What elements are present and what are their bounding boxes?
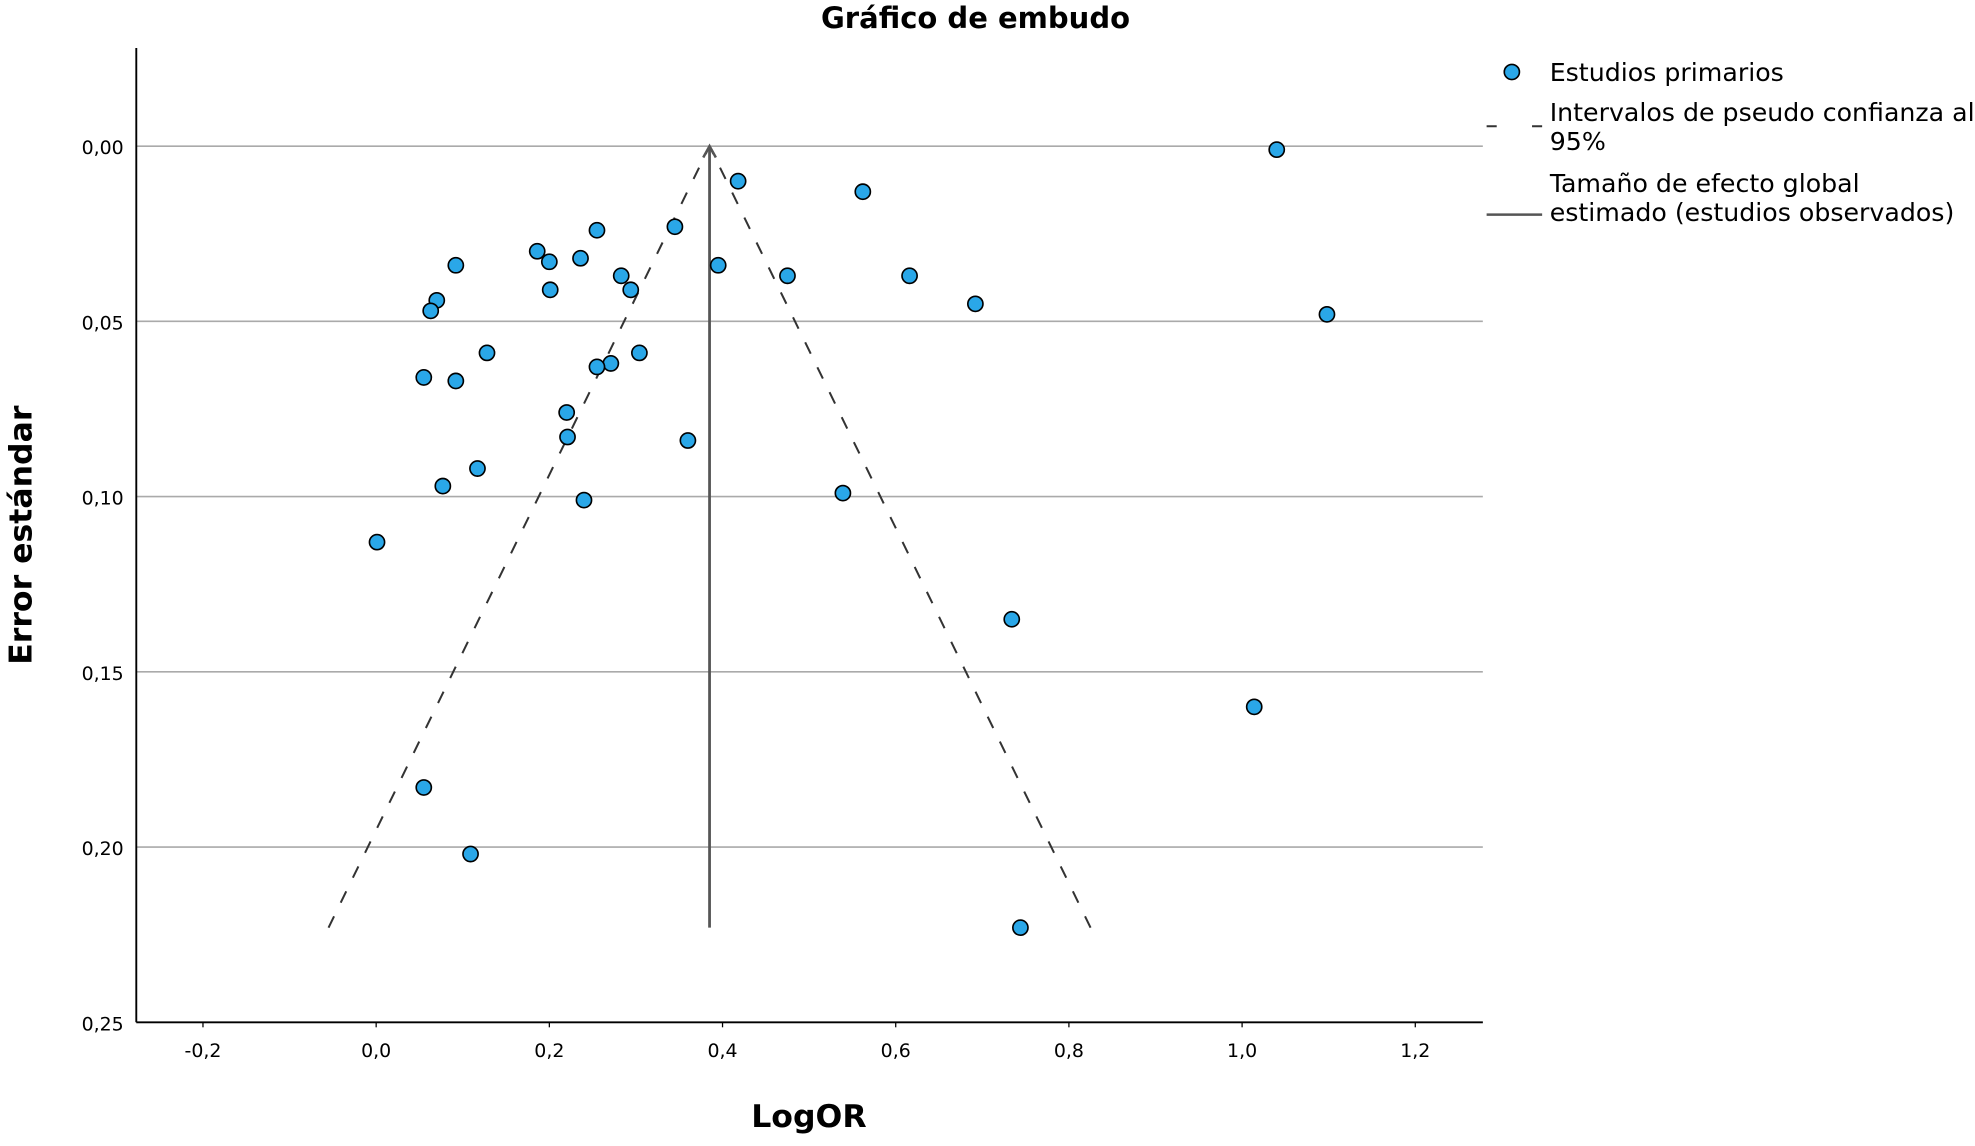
x-tick-label: 1,2	[1400, 1040, 1430, 1062]
y-tick-label: 0,05	[82, 312, 124, 334]
y-tick-label: 0,10	[82, 488, 124, 510]
effect-arrow	[702, 143, 717, 159]
study-point	[709, 256, 727, 274]
chart-title: Gráfico de embudo	[821, 1, 1130, 35]
study-point	[478, 344, 496, 362]
study-point	[901, 267, 918, 285]
study-point	[779, 267, 796, 285]
study-point	[588, 358, 606, 376]
y-tick-label: 0,25	[82, 1013, 124, 1035]
study-point	[966, 295, 984, 313]
pseudo-ci-line	[327, 145, 711, 929]
x-tick-label: 0,6	[881, 1040, 911, 1062]
study-point	[602, 355, 620, 372]
study-point	[666, 218, 684, 236]
legend-label: Tamaño de efecto global estimado (estudi…	[1549, 169, 1955, 228]
study-point	[854, 183, 872, 201]
study-point	[447, 372, 465, 390]
legend-label: Estudios primarios	[1549, 58, 1784, 88]
study-point	[679, 432, 697, 449]
study-point	[729, 172, 747, 190]
pseudo-ci-line	[708, 145, 1092, 929]
study-point	[612, 267, 630, 285]
x-tick-label: -0,2	[185, 1040, 222, 1062]
study-point	[588, 221, 606, 239]
x-tick-label: 0,0	[361, 1040, 391, 1062]
y-tick-label: 0,00	[82, 137, 124, 159]
study-point	[540, 253, 558, 271]
study-point	[572, 249, 589, 267]
study-point	[631, 344, 648, 362]
study-point	[622, 281, 640, 299]
x-axis-label: LogOR	[751, 1099, 866, 1135]
study-point	[447, 256, 465, 274]
study-point	[368, 533, 386, 551]
study-point	[1003, 610, 1021, 628]
study-point	[834, 484, 852, 502]
x-tick-label: 0,8	[1054, 1040, 1084, 1062]
study-point	[434, 477, 452, 495]
legend-entry: Tamaño de efecto global estimado (estudi…	[1549, 169, 1955, 228]
legend-marker	[1503, 63, 1521, 81]
study-point	[1318, 305, 1336, 323]
x-tick-label: 0,2	[534, 1040, 564, 1062]
legend-entry: Intervalos de pseudo confianza al 95%	[1549, 98, 1975, 157]
study-point	[462, 845, 479, 863]
x-tick-label: 0,4	[707, 1040, 737, 1062]
y-axis-label: Error estándar	[4, 405, 40, 665]
study-point	[1245, 698, 1263, 716]
legend-label: Intervalos de pseudo confianza al 95%	[1549, 98, 1975, 157]
y-tick-label: 0,20	[82, 838, 124, 860]
study-point	[528, 242, 546, 260]
x-tick-label: 1,0	[1227, 1040, 1257, 1062]
study-point	[559, 428, 576, 446]
study-point	[558, 404, 576, 421]
study-point	[469, 460, 486, 477]
study-point	[415, 369, 433, 386]
study-point	[422, 302, 440, 320]
legend-entry: Estudios primarios	[1549, 58, 1784, 88]
study-point	[541, 281, 559, 299]
study-point	[1268, 141, 1286, 159]
y-tick-label: 0,15	[82, 663, 124, 685]
study-point	[1012, 919, 1029, 937]
study-point	[575, 491, 593, 509]
study-point	[415, 779, 433, 796]
